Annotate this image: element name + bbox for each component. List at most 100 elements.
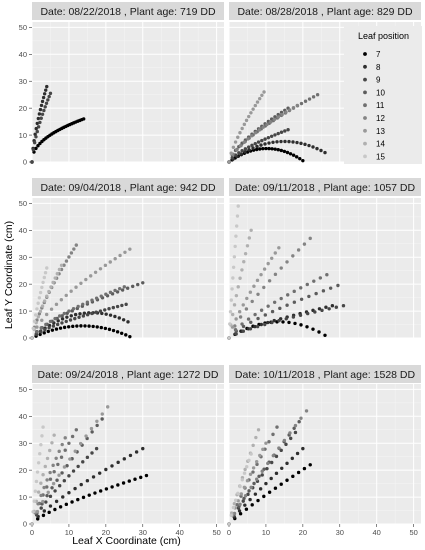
data-point (113, 314, 117, 319)
data-point (233, 498, 238, 503)
data-point (47, 326, 51, 330)
y-tick-label: 0 (23, 334, 27, 343)
data-point (117, 286, 122, 291)
data-point (241, 303, 245, 307)
y-tick-label: 30 (19, 253, 27, 262)
data-point (251, 107, 255, 111)
data-point (36, 502, 40, 506)
facet-strip (32, 365, 224, 383)
data-point (284, 317, 288, 321)
data-point (57, 449, 61, 454)
data-point (85, 313, 90, 317)
data-point (324, 305, 328, 309)
data-point (260, 93, 264, 98)
x-tick-label: 30 (139, 528, 147, 537)
data-point (272, 117, 277, 122)
data-point (229, 151, 233, 155)
legend-key (363, 128, 367, 133)
facet-panel: Date: 08/22/2018 , Plant age: 719 DD 0 10 2… (19, 2, 224, 167)
data-point (253, 141, 257, 146)
data-point (64, 259, 69, 263)
data-point (276, 131, 280, 136)
data-point (234, 148, 239, 152)
data-point (62, 465, 67, 469)
data-point (38, 330, 43, 334)
data-point (256, 498, 260, 503)
data-point (302, 242, 307, 246)
data-point (90, 298, 94, 302)
data-point (49, 307, 54, 311)
data-point (265, 122, 269, 127)
data-point (242, 122, 247, 127)
data-point (239, 492, 244, 496)
data-point (36, 116, 41, 121)
data-point (107, 307, 111, 311)
data-point (262, 90, 266, 94)
data-point (68, 318, 73, 322)
data-point (263, 322, 267, 327)
data-point (45, 294, 49, 298)
data-point (296, 248, 301, 252)
data-point (313, 310, 317, 314)
data-point (247, 236, 252, 240)
data-point (297, 419, 301, 424)
facet-strip (229, 365, 421, 383)
data-point (45, 478, 49, 482)
plot-background (32, 22, 224, 162)
data-point (275, 425, 279, 429)
data-point (50, 328, 55, 332)
data-point (252, 481, 256, 486)
data-point (279, 266, 283, 270)
x-tick-label: 20 (102, 528, 110, 537)
data-point (76, 464, 80, 469)
data-point (38, 332, 42, 337)
data-point (120, 288, 125, 292)
data-point (246, 145, 251, 149)
data-point (50, 486, 54, 490)
data-point (75, 324, 79, 328)
legend-key (363, 154, 367, 159)
data-point (44, 312, 49, 317)
data-point (249, 320, 253, 324)
data-point (250, 134, 254, 138)
data-point (285, 461, 289, 466)
data-point (30, 336, 34, 340)
data-point (55, 272, 60, 276)
data-point (65, 464, 69, 468)
data-point (45, 456, 50, 461)
data-point (269, 134, 274, 138)
y-tick-label: 10 (19, 131, 27, 140)
data-point (270, 309, 275, 314)
data-point (238, 315, 243, 319)
data-point (71, 324, 75, 329)
y-tick-label: 40 (19, 226, 27, 235)
data-point (81, 302, 85, 307)
data-point (258, 453, 262, 458)
data-point (279, 139, 283, 144)
data-point (67, 490, 71, 495)
data-point (42, 331, 46, 335)
data-point (44, 500, 48, 504)
legend-key (363, 77, 367, 82)
data-point (251, 466, 256, 470)
data-point (110, 464, 114, 468)
data-point (124, 333, 128, 337)
data-point (265, 466, 269, 471)
data-point (271, 432, 275, 437)
data-point (45, 485, 49, 489)
data-point (122, 285, 127, 289)
data-point (288, 431, 292, 435)
data-point (121, 481, 126, 485)
data-point (81, 314, 86, 318)
data-point (93, 270, 98, 274)
data-point (60, 442, 64, 447)
data-point (238, 502, 242, 507)
data-point (323, 333, 327, 338)
data-point (104, 487, 109, 491)
data-point (264, 146, 268, 151)
data-point (67, 309, 71, 313)
data-point (71, 469, 76, 473)
data-point (290, 456, 294, 461)
data-point (39, 443, 43, 447)
facet-strip (32, 2, 224, 20)
